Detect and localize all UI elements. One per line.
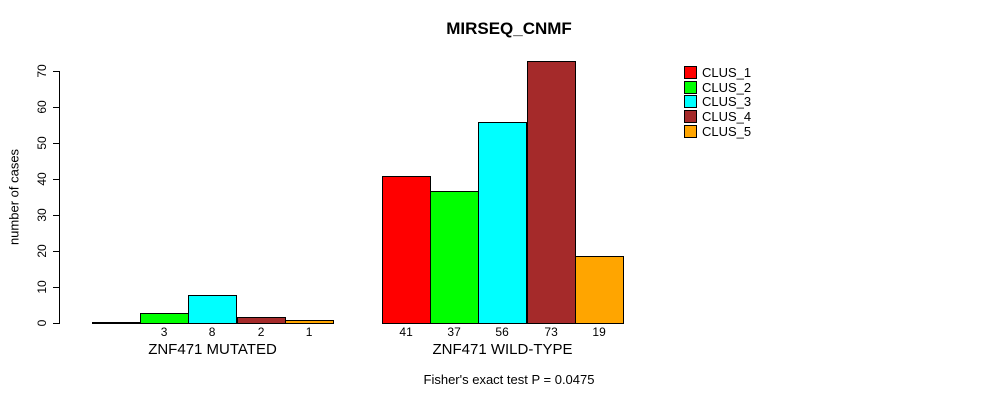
bar-clus_2-group1 <box>140 313 189 324</box>
y-tick-label: 20 <box>35 244 49 258</box>
stat-test-footnote: Fisher's exact test P = 0.0475 <box>423 372 595 387</box>
legend-label: CLUS_4 <box>702 109 752 124</box>
y-tick <box>53 251 59 252</box>
group-label: ZNF471 WILD-TYPE <box>432 341 573 358</box>
legend-label: CLUS_1 <box>702 65 752 80</box>
bar-clus_5-group1 <box>285 320 334 324</box>
y-axis-label: number of cases <box>6 148 22 246</box>
bar-count-label: 1 <box>305 325 313 339</box>
bar-count-label: 3 <box>160 325 168 339</box>
bar-count-label: 19 <box>592 325 606 339</box>
y-tick <box>53 287 59 288</box>
bar-count-label: 41 <box>399 325 413 339</box>
bar-clus_4-group1 <box>237 317 286 324</box>
bar-count-label: 2 <box>257 325 265 339</box>
legend-label: CLUS_2 <box>702 80 752 95</box>
legend-label: CLUS_5 <box>702 124 752 139</box>
legend-swatch-clus_4 <box>684 110 697 123</box>
y-tick <box>53 107 59 108</box>
bar-count-label: 37 <box>447 325 461 339</box>
chart-title: MIRSEQ_CNMF <box>446 19 572 38</box>
bar-clus_2-group2 <box>430 191 479 324</box>
legend-swatch-clus_2 <box>684 81 697 94</box>
bar-count-label: 56 <box>495 325 509 339</box>
bar-clus_3-group1 <box>188 295 237 324</box>
y-tick-label: 10 <box>35 280 49 294</box>
bar-count-label: 73 <box>544 325 558 339</box>
bar-clus_1-group1 <box>92 322 141 324</box>
y-tick <box>53 215 59 216</box>
y-tick <box>53 323 59 324</box>
y-tick-label: 70 <box>35 64 49 78</box>
y-tick <box>53 179 59 180</box>
legend-swatch-clus_5 <box>684 125 697 138</box>
y-tick-label: 0 <box>35 319 49 327</box>
bar-clus_3-group2 <box>478 122 527 324</box>
bar-count-label: 8 <box>208 325 216 339</box>
y-tick <box>53 143 59 144</box>
bar-clus_1-group2 <box>382 176 431 324</box>
bar-clus_4-group2 <box>527 61 576 324</box>
y-tick-label: 30 <box>35 208 49 222</box>
legend-label: CLUS_3 <box>702 94 752 109</box>
y-axis-line <box>59 71 60 324</box>
y-tick-label: 50 <box>35 136 49 150</box>
y-tick-label: 40 <box>35 172 49 186</box>
legend-swatch-clus_3 <box>684 95 697 108</box>
y-tick-label: 60 <box>35 100 49 114</box>
bar-clus_5-group2 <box>575 256 624 324</box>
legend-swatch-clus_1 <box>684 66 697 79</box>
y-tick <box>53 71 59 72</box>
group-label: ZNF471 MUTATED <box>148 341 277 358</box>
